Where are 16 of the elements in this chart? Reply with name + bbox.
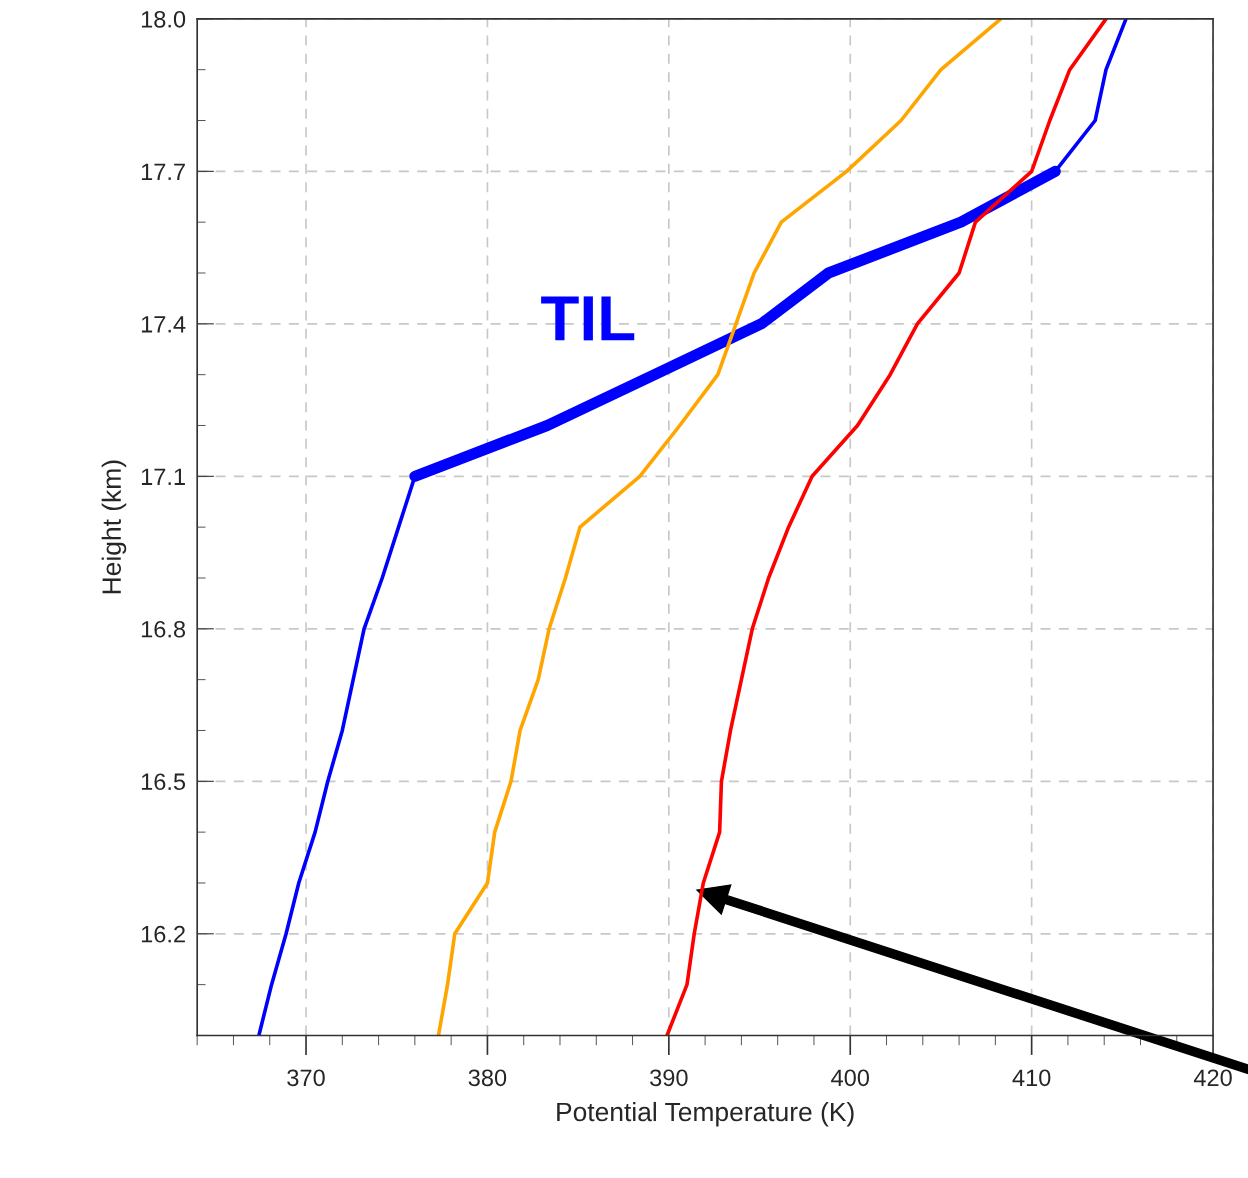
- x-tick-label: 400: [831, 1069, 870, 1087]
- x-tick-label: 420: [1193, 1069, 1232, 1087]
- y-tick-label: 16.8: [141, 620, 186, 638]
- x-tick-label: 380: [468, 1069, 507, 1087]
- y-tick-label: 17.7: [141, 163, 185, 180]
- x-tick-label: 370: [287, 1069, 325, 1087]
- y-tick-label: 17.1: [141, 468, 185, 485]
- annotation: TIL: [541, 296, 635, 341]
- x-tick-label: 390: [650, 1069, 688, 1087]
- y-tick-label: 17.4: [141, 316, 186, 333]
- x-tick-label: 410: [1012, 1069, 1051, 1087]
- y-tick-label: 18.0: [141, 10, 186, 28]
- y-tick-label: 16.2: [141, 925, 185, 943]
- y-axis-title: Height (km): [101, 460, 127, 594]
- y-tick-label: 16.5: [141, 773, 186, 791]
- x-axis-title: Potential Temperature (K): [557, 1101, 854, 1127]
